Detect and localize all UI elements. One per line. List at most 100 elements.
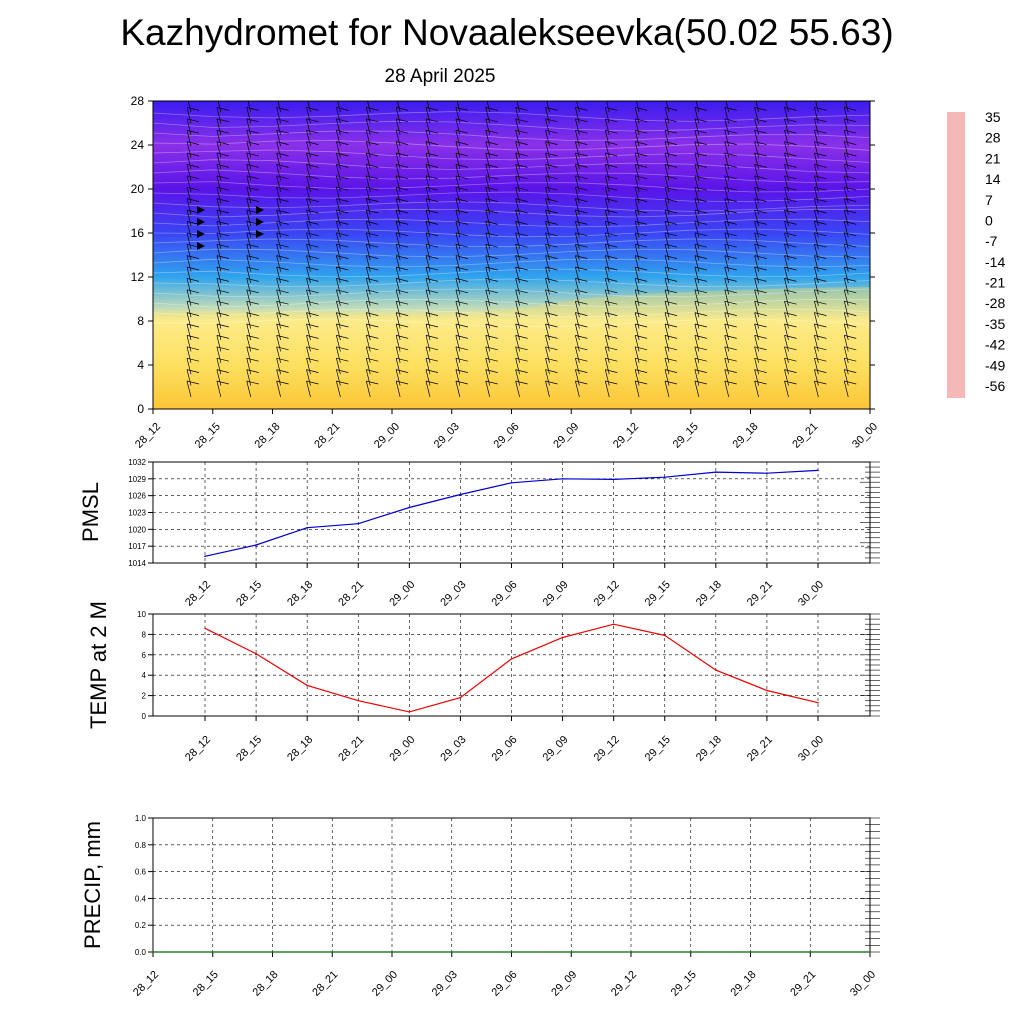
wind-barb [575,232,588,249]
wind-barb [365,198,379,215]
wind-barb [754,278,767,295]
wind-barb [485,323,498,341]
x-tick-label: 29_18 [731,421,761,451]
wind-barb [246,380,259,398]
wind-barb [754,255,767,272]
precip-axis-title: PRECIP, mm [80,821,105,949]
wind-barb [336,255,349,272]
wind-barb [724,186,737,204]
wind-barb [425,357,439,375]
wind-barb-pennant [197,218,205,226]
wind-barb [246,369,259,386]
isotherm-line [153,181,870,193]
wind-barb [306,175,319,192]
wind-barb [455,198,468,215]
y-tick-label: 8 [142,630,147,639]
wind-barb [246,312,259,329]
wind-barb [784,323,797,341]
wind-barb [724,346,737,363]
wind-barb [515,278,528,295]
wind-barb [455,335,468,352]
precip-panel: 0.0 0.2 0.4 0.6 0.8 1.0 28_12 28_15 28_18 28_21 29… [80,814,880,999]
wind-barb [186,369,200,386]
wind-barb [515,255,528,272]
wind-barb [365,118,379,135]
isotherm-line [153,159,870,174]
wind-barb [664,255,678,272]
wind-barb [575,129,588,147]
wind-barb [336,278,349,295]
colorbar-label: -7 [985,233,998,249]
wind-barb [664,209,678,227]
y-tick-label: 24 [131,138,145,152]
wind-barb [306,243,319,261]
wind-barb [814,243,827,261]
wind-barb [634,221,648,238]
wind-barb [365,186,379,204]
wind-barb [395,175,409,192]
wind-barb [276,243,289,261]
wind-barb [306,198,319,215]
wind-barb [216,198,229,215]
wind-barb [575,164,588,181]
wind-barb [784,289,797,306]
y-tick-label: 4 [137,358,144,372]
y-tick-label: 28 [131,94,145,108]
wind-barb [754,380,767,398]
wind-barb [485,129,498,147]
isotherm-line [153,268,870,278]
wind-barb [634,198,648,215]
wind-barb [814,164,827,181]
page-title: Kazhydromet for Novaalekseevka(50.02 55.… [120,12,893,53]
wind-barb [216,107,229,124]
wind-barb [515,323,528,341]
wind-barb [575,198,588,215]
isotherm-line [153,120,870,132]
wind-barb [216,164,229,181]
wind-barb [395,209,409,227]
wind-barb [843,380,857,398]
x-tick-label: 28_15 [234,734,264,764]
wind-barb [306,129,319,147]
wind-barb [575,107,588,124]
temp2m-data-point [715,669,717,671]
wind-barb [336,186,349,204]
x-tick-label: 29_09 [541,734,571,764]
x-tick-label: 29_03 [438,734,468,764]
pmsl-axis-title: PMSL [78,482,103,542]
wind-barb [814,198,827,215]
colorbar-label: 14 [985,171,1001,187]
temp2m-data-point [459,696,462,699]
wind-barb [425,369,439,386]
wind-barb [634,255,648,272]
pmsl-data-point [715,471,717,473]
y-tick-label: 1026 [128,492,146,501]
wind-barb [515,209,528,227]
wind-barb [217,101,222,113]
wind-barb [425,175,439,192]
wind-barb [575,255,588,272]
wind-barb [365,152,379,170]
y-tick-label: 0.2 [135,921,147,930]
wind-barb [186,357,200,375]
wind-barb [365,141,379,158]
wind-barb [425,186,439,204]
wind-barb [784,107,797,124]
colorbar-label: 28 [985,130,1001,146]
wind-barb [634,107,648,124]
wind-barb [545,346,558,363]
wind-barb [515,198,528,215]
wind-barb [694,289,707,306]
wind-barb [276,209,289,227]
wind-barb [455,118,468,135]
wind-barb [186,129,200,147]
x-tick-label: 29_06 [492,421,522,451]
x-tick-label: 28_15 [193,421,223,451]
wind-barb [395,335,409,352]
wind-barb [216,312,229,329]
wind-barb [395,152,409,170]
wind-barb [604,323,618,341]
x-tick-label: 28_18 [251,969,281,999]
wind-barb [365,164,379,181]
x-tick-label: 29_03 [438,579,468,609]
